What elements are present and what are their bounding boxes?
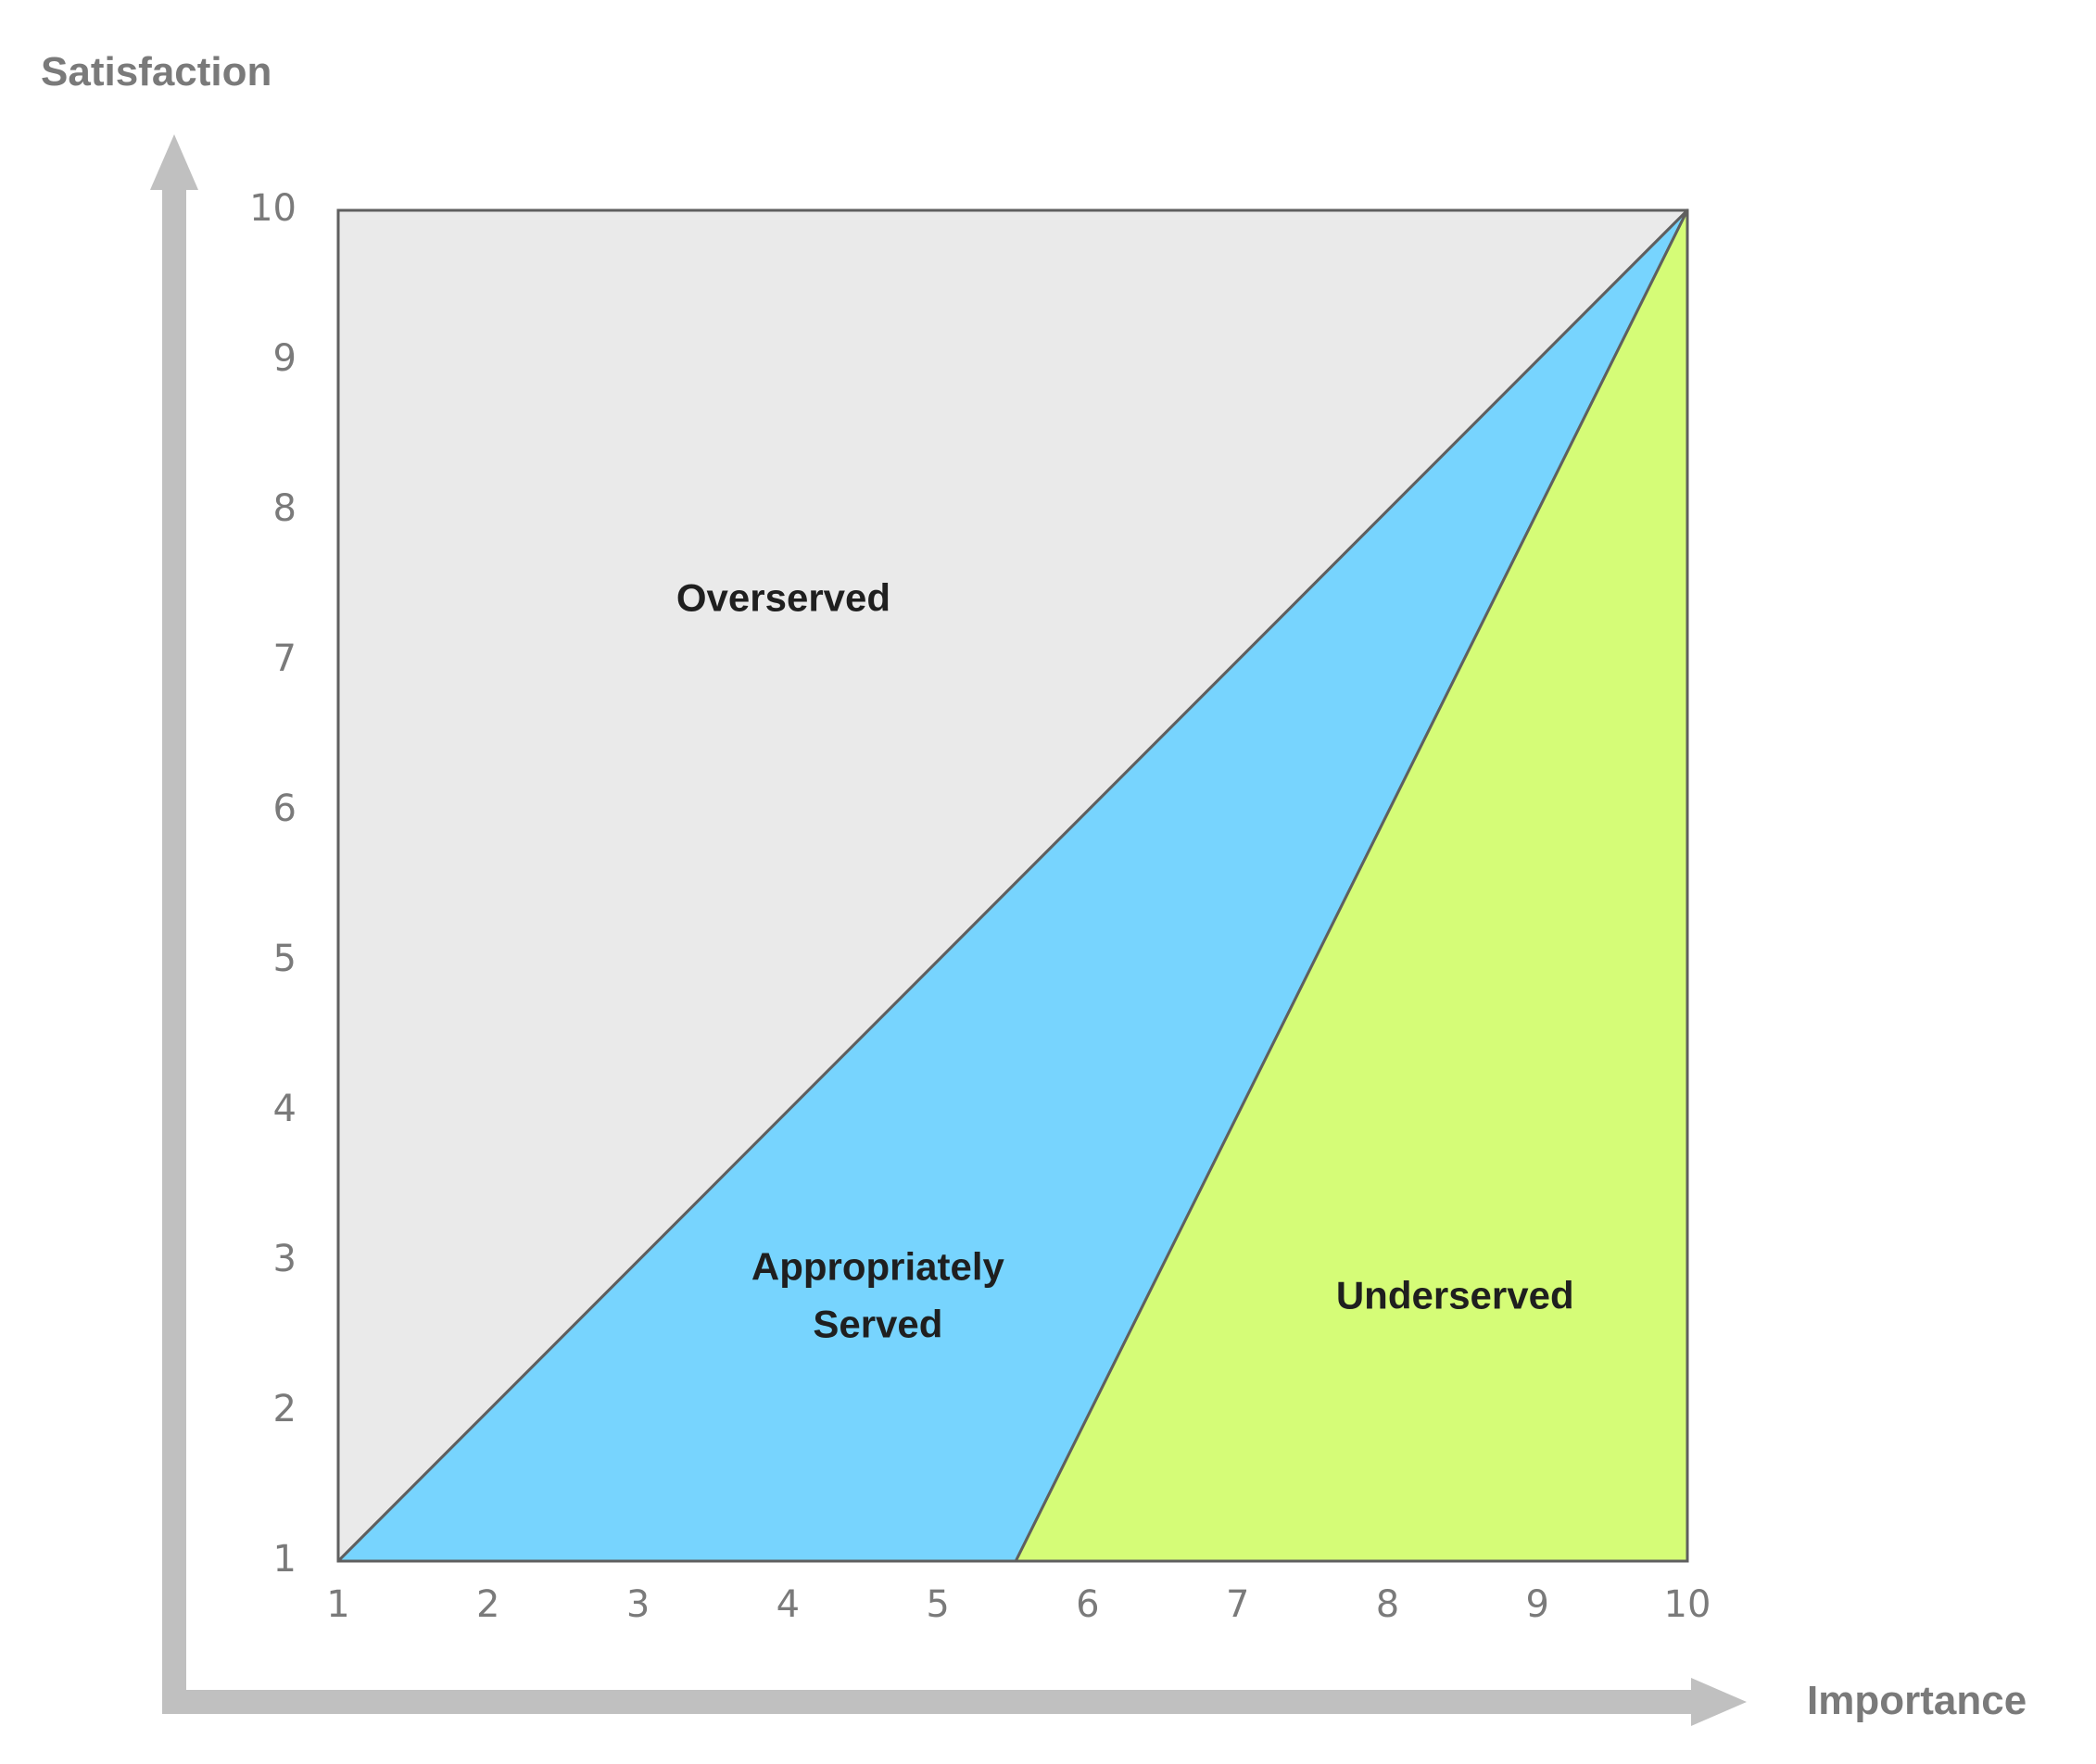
x-tick-label: 9: [1525, 1583, 1548, 1626]
x-tick-label: 8: [1376, 1583, 1399, 1626]
axis-arrows: [150, 134, 1747, 1726]
x-tick-labels: 1 2 3 4 5 6 7 8 9 10: [326, 1583, 1711, 1626]
y-axis-title: Satisfaction: [41, 49, 271, 94]
y-tick-label: 7: [273, 637, 297, 680]
y-tick-label: 5: [273, 938, 297, 980]
y-tick-label: 2: [273, 1388, 297, 1430]
region-labels: Overserved Appropriately Served Underserved: [676, 575, 1574, 1345]
y-axis-arrow-head-icon: [150, 134, 198, 190]
region-label-appropriately-served-line-2: Served: [813, 1303, 942, 1346]
x-axis-title: Importance: [1807, 1678, 2027, 1723]
y-tick-label: 1: [273, 1538, 297, 1581]
x-axis-arrow-head-icon: [1691, 1678, 1747, 1726]
plot-border: [336, 208, 1689, 1563]
y-tick-labels: 1 2 3 4 5 6 7 8 9 10: [249, 187, 297, 1581]
y-tick-label: 10: [249, 187, 297, 230]
y-tick-label: 3: [273, 1238, 297, 1280]
x-tick-label: 1: [326, 1583, 349, 1626]
x-tick-label: 2: [476, 1583, 499, 1626]
y-tick-label: 9: [273, 337, 297, 380]
region-label-appropriately-served-line-1: Appropriately: [751, 1245, 1005, 1289]
x-tick-label: 4: [777, 1583, 800, 1626]
region-label-underserved: Underserved: [1336, 1274, 1574, 1317]
x-tick-label: 5: [926, 1583, 949, 1626]
region-label-overserved: Overserved: [676, 575, 890, 619]
x-tick-label: 7: [1226, 1583, 1249, 1626]
y-tick-label: 6: [273, 788, 297, 830]
y-tick-label: 4: [273, 1088, 297, 1130]
x-tick-label: 10: [1664, 1583, 1711, 1626]
x-tick-label: 3: [626, 1583, 650, 1626]
y-tick-label: 8: [273, 487, 297, 530]
regions: [336, 208, 1689, 1563]
x-tick-label: 6: [1076, 1583, 1099, 1626]
